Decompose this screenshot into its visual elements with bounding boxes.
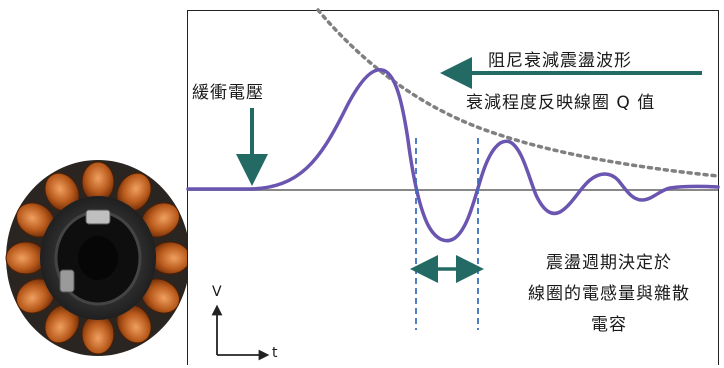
decay-q-label: 衰減程度反映線圈 Q 值	[466, 93, 656, 113]
period-label: 震盪週期決定於 線圈的電感量與雜散 電容	[518, 248, 700, 341]
period-label-line2: 線圈的電感量與雜散	[528, 284, 690, 304]
period-label-line1: 震盪週期決定於	[546, 253, 672, 273]
axis-v-label: V	[212, 284, 222, 300]
damped-waveform	[186, 68, 720, 243]
axis-t-label: t	[272, 345, 278, 361]
motor-stator-coil-icon	[5, 160, 191, 356]
damped-waveform-label: 阻尼衰減震盪波形	[488, 51, 632, 71]
buffer-voltage-label: 緩衝電壓	[192, 83, 264, 103]
period-label-line3: 電容	[591, 315, 627, 335]
decay-envelope	[316, 8, 720, 178]
